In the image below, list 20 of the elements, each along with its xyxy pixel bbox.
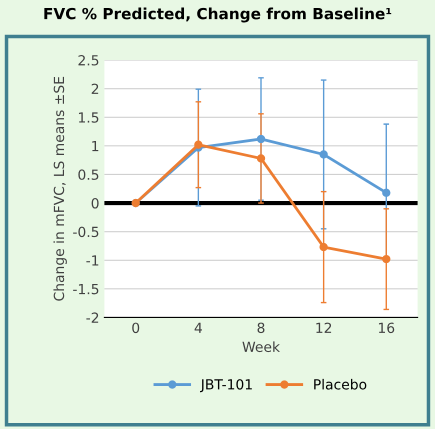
- y-tick-label: 2: [92, 84, 98, 94]
- y-tick-label: 0.5: [78, 169, 98, 180]
- x-tick-label: 16: [378, 322, 394, 334]
- x-tick-label: 4: [194, 322, 202, 333]
- y-tick-label: -2: [86, 312, 98, 323]
- x-tick-label: 8: [258, 322, 264, 334]
- y-tick-label: -1: [86, 255, 98, 266]
- x-tick-label: 12: [316, 322, 332, 333]
- chart-title: FVC % Predicted, Change from Baseline¹: [44, 8, 392, 22]
- x-tick-label: 0: [132, 322, 140, 334]
- y-tick-label: 1.5: [78, 112, 98, 123]
- y-axis-title: Change in mFVC, LS means ±SE: [53, 76, 67, 301]
- y-tick-label: 2.5: [78, 55, 98, 66]
- y-tick-label: 0: [92, 198, 99, 209]
- y-tick-label: -1.5: [73, 284, 98, 294]
- legend-label: Placebo: [314, 378, 366, 390]
- y-tick-label: -0.5: [73, 226, 98, 238]
- y-tick-label: 1: [92, 141, 98, 152]
- legend-label: JBT-101: [200, 379, 252, 392]
- x-axis-title: Week: [242, 341, 280, 352]
